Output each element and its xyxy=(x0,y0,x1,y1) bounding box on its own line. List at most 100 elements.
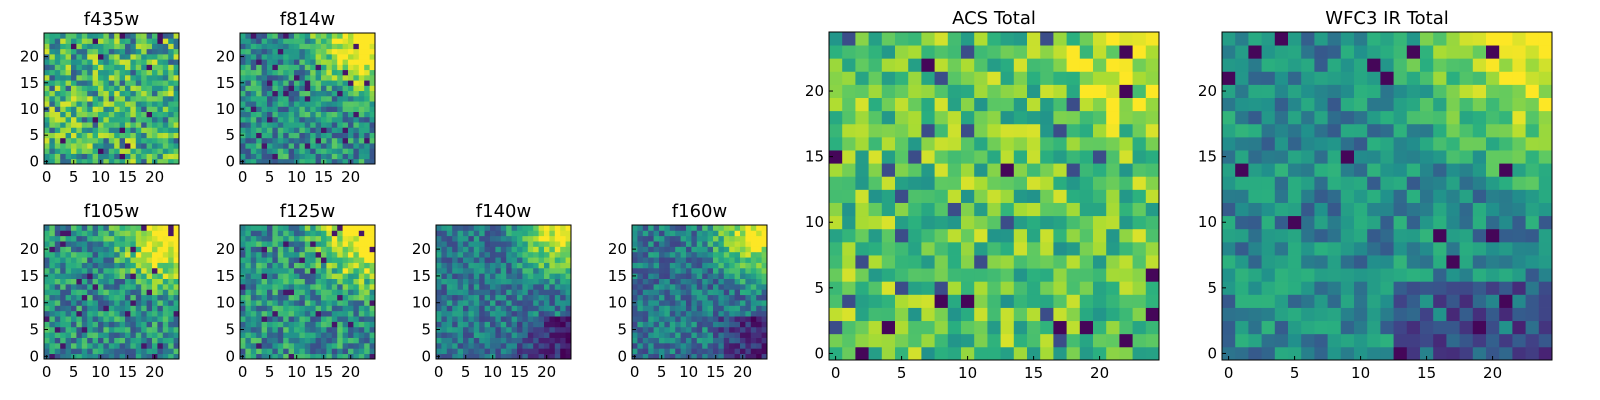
heatmap-cell xyxy=(261,348,268,355)
heatmap-cell xyxy=(1406,320,1421,335)
heatmap-cell xyxy=(750,235,757,242)
heatmap-cell xyxy=(141,257,147,263)
heatmap-cell xyxy=(87,43,93,50)
heatmap-cell xyxy=(664,326,671,333)
heatmap-cell xyxy=(1512,150,1526,164)
heatmap-cell xyxy=(675,257,681,263)
heatmap-cell xyxy=(277,310,284,317)
heatmap-cell xyxy=(288,64,295,71)
heatmap-cell xyxy=(659,241,665,247)
heatmap-cell xyxy=(49,95,56,102)
heatmap-cell xyxy=(495,246,502,253)
heatmap-cell xyxy=(98,80,104,86)
heatmap-cell xyxy=(506,262,512,269)
heatmap-cell xyxy=(495,321,502,328)
heatmap-cell xyxy=(310,257,316,263)
heatmap-cell xyxy=(49,273,56,279)
heatmap-cell xyxy=(103,80,110,86)
heatmap-cell xyxy=(162,235,169,242)
heatmap-cell xyxy=(527,246,534,253)
heatmap-cell xyxy=(348,246,354,253)
heatmap-cell xyxy=(261,74,268,81)
heatmap-cell xyxy=(642,246,649,253)
heatmap-cell xyxy=(135,235,142,242)
heatmap-cell xyxy=(511,230,518,237)
heatmap-cell xyxy=(1472,255,1487,269)
heatmap-cell xyxy=(734,294,741,301)
heatmap-cell xyxy=(135,122,142,128)
heatmap-cell xyxy=(76,74,83,81)
heatmap-cell xyxy=(114,116,120,123)
heatmap-cell xyxy=(157,80,164,86)
heatmap-cell xyxy=(103,69,110,76)
heatmap-cell xyxy=(691,257,698,263)
heatmap-cell xyxy=(358,158,365,165)
heatmap-cell xyxy=(173,294,180,301)
heatmap-cell xyxy=(1040,176,1054,190)
heatmap-cell xyxy=(1000,58,1015,72)
heatmap-cell xyxy=(114,310,120,317)
heatmap-cell xyxy=(1340,241,1355,256)
heatmap-cell xyxy=(1525,281,1540,295)
heatmap-cell xyxy=(245,300,252,306)
heatmap-cell xyxy=(637,241,644,247)
heatmap-cell xyxy=(65,332,72,338)
heatmap-cell xyxy=(44,262,50,269)
heatmap-cell xyxy=(495,251,502,258)
heatmap-cell xyxy=(310,241,316,247)
heatmap-cell xyxy=(707,353,714,360)
heatmap-cell xyxy=(653,305,660,312)
heatmap-cell xyxy=(119,273,126,279)
heatmap-cell xyxy=(146,294,153,301)
heatmap-cell xyxy=(565,278,572,285)
heatmap-cell xyxy=(468,305,475,312)
heatmap-cell xyxy=(691,353,698,360)
heatmap-cell xyxy=(506,326,512,333)
heatmap-cell xyxy=(961,136,975,151)
heatmap-cell xyxy=(54,74,61,81)
heatmap-cell xyxy=(256,342,262,349)
heatmap-cell xyxy=(81,48,88,55)
heatmap-cell xyxy=(441,348,448,355)
heatmap-cell xyxy=(125,289,131,296)
plot-frame xyxy=(435,224,572,360)
heatmap-cell xyxy=(637,267,644,274)
heatmap-cell xyxy=(560,289,566,296)
heatmap-cell xyxy=(54,153,61,160)
heatmap-cell xyxy=(527,310,534,317)
heatmap-cell xyxy=(157,95,164,102)
heatmap-cell xyxy=(54,300,61,306)
heatmap-cell xyxy=(1079,281,1094,295)
heatmap-cell xyxy=(855,110,869,125)
heatmap-cell xyxy=(1420,228,1434,243)
heatmap-cell xyxy=(1119,333,1133,348)
heatmap-cell xyxy=(162,106,169,112)
heatmap-cell xyxy=(44,283,50,290)
heatmap-cell xyxy=(549,241,556,247)
heatmap-cell xyxy=(369,321,376,328)
heatmap-cell xyxy=(114,64,120,71)
heatmap-cell xyxy=(1340,346,1355,361)
heatmap-cell xyxy=(146,230,153,237)
heatmap-cell xyxy=(908,346,922,361)
heatmap-cell xyxy=(1486,346,1500,361)
heatmap-cell xyxy=(240,64,246,71)
heatmap-cell xyxy=(267,80,273,86)
heatmap-cell xyxy=(1446,163,1460,177)
heatmap-cell xyxy=(565,257,572,263)
heatmap-cell xyxy=(734,337,741,344)
heatmap-cell xyxy=(761,267,768,274)
heatmap-cell xyxy=(713,230,719,237)
heatmap-cell xyxy=(1327,228,1342,243)
heatmap-cell xyxy=(54,267,61,274)
heatmap-cell xyxy=(141,230,147,237)
heatmap-cell xyxy=(1013,307,1028,322)
heatmap-cell xyxy=(76,316,83,322)
heatmap-cell xyxy=(908,71,922,85)
heatmap-cell xyxy=(294,116,300,123)
heatmap-cell xyxy=(168,257,174,263)
heatmap-cell xyxy=(463,235,469,242)
heatmap-cell xyxy=(1132,58,1147,72)
heatmap-cell xyxy=(1274,281,1289,295)
heatmap-cell xyxy=(707,283,714,290)
